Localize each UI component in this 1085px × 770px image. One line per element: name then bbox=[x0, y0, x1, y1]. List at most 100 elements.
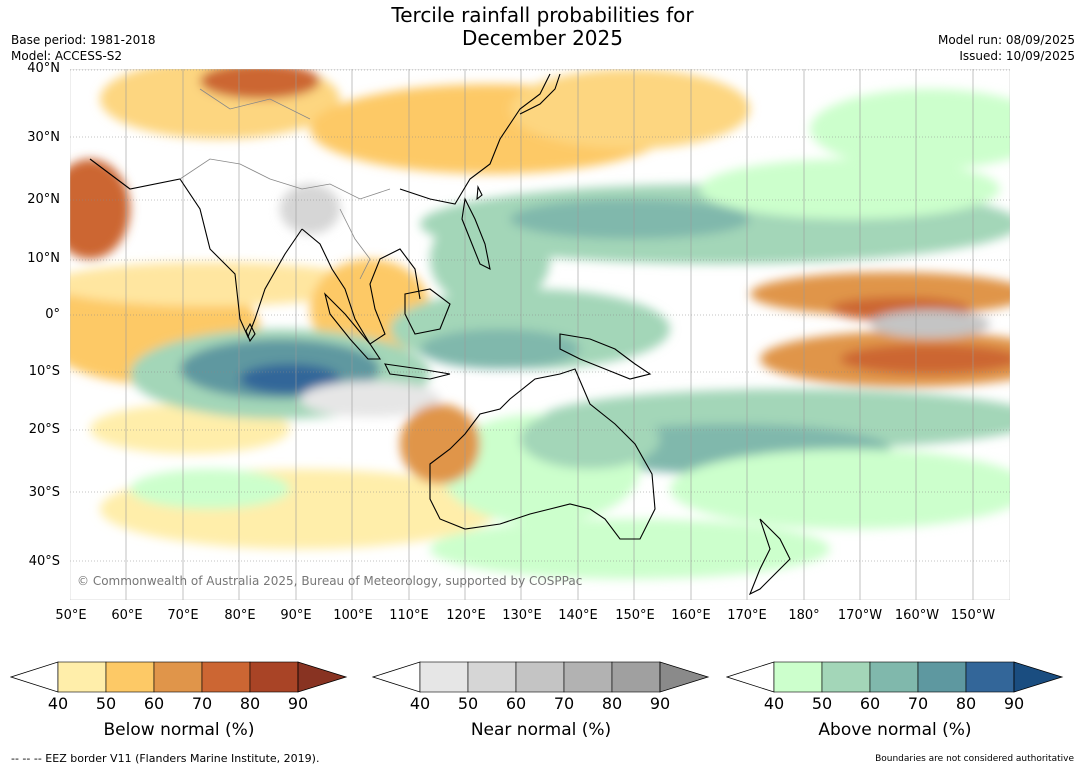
lon-label: 160°E bbox=[671, 608, 711, 623]
sumatra-coast bbox=[323, 292, 382, 360]
colorbar-segment bbox=[57, 661, 107, 693]
lon-label: 180° bbox=[788, 608, 820, 623]
colorbar-segment bbox=[965, 661, 1015, 693]
colorbar-tick-label: 50 bbox=[811, 694, 833, 713]
lat-label: 30°S bbox=[28, 485, 60, 500]
colorbar-segment bbox=[515, 661, 565, 693]
lat-label: 0° bbox=[45, 307, 60, 322]
colorbar-segment bbox=[917, 661, 967, 693]
colorbar-segment bbox=[869, 661, 919, 693]
colorbar-extension-low bbox=[726, 661, 775, 693]
lon-label: 150°W bbox=[950, 608, 996, 623]
colorbar-tick-label: 90 bbox=[287, 694, 309, 713]
colorbar-tick-label: 80 bbox=[239, 694, 261, 713]
meta-right: Model run: 08/09/2025 Issued: 10/09/2025 bbox=[938, 32, 1075, 64]
lon-label: 70°E bbox=[167, 608, 199, 623]
colorbar-tick-label: 80 bbox=[601, 694, 623, 713]
borneo-coast bbox=[404, 288, 451, 335]
colorbar-near-normal bbox=[372, 661, 710, 693]
rainfall-map bbox=[70, 69, 1010, 600]
eez-legend: -- -- -- EEZ border V11 (Flanders Marine… bbox=[11, 752, 320, 765]
lon-label: 100°E bbox=[333, 608, 373, 623]
lon-label: 60°E bbox=[111, 608, 143, 623]
china-coast bbox=[399, 73, 551, 205]
colorbar-tick-label: 70 bbox=[191, 694, 213, 713]
colorbar-extension-low bbox=[10, 661, 59, 693]
lon-label: 120°E bbox=[446, 608, 486, 623]
lat-label: 40°N bbox=[27, 61, 60, 76]
colorbar-below-normal bbox=[10, 661, 348, 693]
colorbar-segment bbox=[249, 661, 299, 693]
coastlines bbox=[89, 73, 791, 596]
colorbar-title-above: Above normal (%) bbox=[818, 720, 972, 740]
philippines-coast bbox=[461, 197, 491, 270]
colorbar-tick-label: 90 bbox=[649, 694, 671, 713]
lat-label: 20°S bbox=[28, 422, 60, 437]
graticule bbox=[70, 69, 1010, 562]
colorbar-title-near: Near normal (%) bbox=[470, 720, 612, 740]
lat-label: 30°N bbox=[27, 130, 60, 145]
taiwan-coast bbox=[476, 184, 483, 201]
colorbar-segment bbox=[611, 661, 661, 693]
colorbar-tick-label: 50 bbox=[457, 694, 479, 713]
lat-label: 20°N bbox=[27, 192, 60, 207]
colorbar-above-normal bbox=[726, 661, 1064, 693]
colorbar-tick-label: 40 bbox=[763, 694, 785, 713]
lon-label: 80°E bbox=[224, 608, 256, 623]
lon-label: 140°E bbox=[558, 608, 598, 623]
issued-date: Issued: 10/09/2025 bbox=[959, 49, 1075, 63]
colorbar-extension-high bbox=[297, 661, 348, 693]
model-run: Model run: 08/09/2025 bbox=[937, 33, 1075, 47]
lon-label: 110°E bbox=[389, 608, 429, 623]
probability-shading bbox=[70, 69, 1010, 579]
lon-label: 150°E bbox=[615, 608, 655, 623]
colorbar-tick-label: 60 bbox=[859, 694, 881, 713]
meridians bbox=[125, 69, 974, 600]
sri-lanka-coast bbox=[245, 322, 256, 343]
base-period: Base period: 1981-2018 bbox=[11, 33, 156, 47]
colorbar-segment bbox=[773, 661, 823, 693]
java-coast bbox=[384, 363, 451, 380]
colorbar-tick-label: 40 bbox=[409, 694, 431, 713]
colorbar-segment bbox=[821, 661, 871, 693]
colorbar-tick-label: 80 bbox=[955, 694, 977, 713]
japan-coast bbox=[519, 73, 561, 115]
australia-coast bbox=[429, 368, 656, 540]
new-zealand-coast bbox=[748, 518, 791, 596]
colorbar-extension-high bbox=[1013, 661, 1064, 693]
colorbar-extension-low bbox=[372, 661, 421, 693]
copyright-notice: © Commonwealth of Australia 2025, Bureau… bbox=[77, 574, 583, 588]
colorbar-tick-label: 60 bbox=[143, 694, 165, 713]
india-coast bbox=[89, 158, 303, 339]
colorbar-tick-label: 70 bbox=[907, 694, 929, 713]
lon-label: 170°W bbox=[837, 608, 883, 623]
colorbar-tick-label: 40 bbox=[47, 694, 69, 713]
colorbar-segment bbox=[105, 661, 155, 693]
model-name: Model: ACCESS-S2 bbox=[11, 49, 123, 63]
lat-label: 10°N bbox=[27, 251, 60, 266]
colorbar-tick-label: 60 bbox=[505, 694, 527, 713]
lat-label: 10°S bbox=[28, 364, 60, 379]
title-line-1: Tercile rainfall probabilities for bbox=[391, 3, 694, 27]
country-borders bbox=[179, 88, 391, 280]
colorbar-segment bbox=[153, 661, 203, 693]
colorbar-segment bbox=[563, 661, 613, 693]
title-line-2: December 2025 bbox=[462, 26, 623, 50]
lon-label: 50°E bbox=[55, 608, 87, 623]
lon-label: 160°W bbox=[894, 608, 940, 623]
lat-label: 40°S bbox=[28, 554, 60, 569]
colorbar-segment bbox=[201, 661, 251, 693]
colorbar-segment bbox=[467, 661, 517, 693]
lon-label: 130°E bbox=[502, 608, 542, 623]
se-asia-coast bbox=[301, 228, 421, 345]
lon-label: 170°E bbox=[727, 608, 767, 623]
colorbar-tick-label: 70 bbox=[553, 694, 575, 713]
boundaries-disclaimer: Boundaries are not considered authoritat… bbox=[875, 754, 1074, 764]
lon-label: 90°E bbox=[280, 608, 312, 623]
colorbar-tick-label: 50 bbox=[95, 694, 117, 713]
colorbar-title-below: Below normal (%) bbox=[103, 720, 255, 740]
colorbar-extension-high bbox=[659, 661, 710, 693]
new-guinea-coast bbox=[559, 333, 652, 380]
meta-left: Base period: 1981-2018 Model: ACCESS-S2 bbox=[11, 32, 156, 64]
colorbar-tick-label: 90 bbox=[1003, 694, 1025, 713]
